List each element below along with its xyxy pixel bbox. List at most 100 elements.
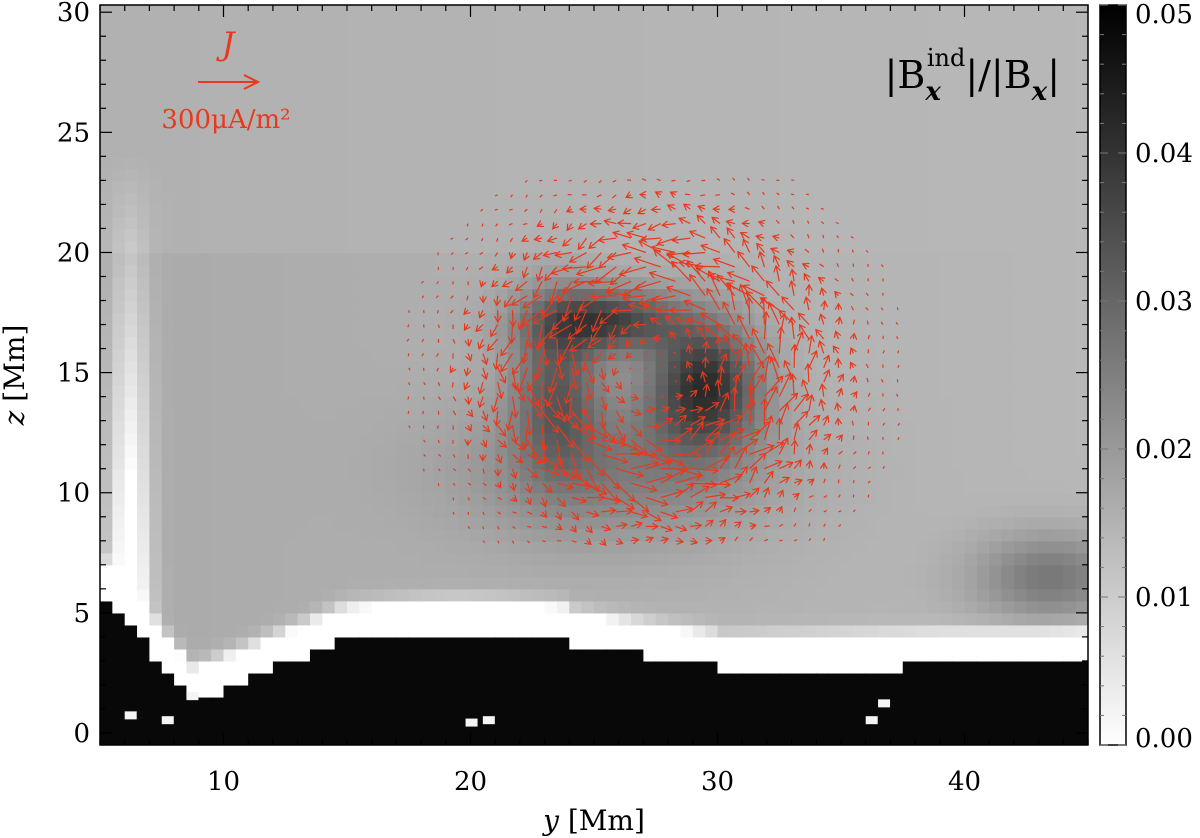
heatmap-cell xyxy=(149,588,163,602)
heatmap-cell xyxy=(112,708,126,722)
heatmap-cell xyxy=(927,144,941,157)
heatmap-cell xyxy=(1001,420,1015,434)
heatmap-cell xyxy=(705,528,719,542)
heatmap-cell xyxy=(803,732,817,745)
heatmap-cell xyxy=(1013,648,1027,662)
heatmap-cell xyxy=(1001,564,1015,578)
heatmap-cell xyxy=(174,60,188,73)
heatmap-cell xyxy=(1026,432,1040,446)
heatmap-cell xyxy=(890,576,904,590)
heatmap-cell xyxy=(211,216,225,230)
heatmap-cell xyxy=(161,636,175,650)
heatmap-cell xyxy=(347,492,360,506)
heatmap-cell xyxy=(149,156,163,169)
heatmap-cell xyxy=(1063,264,1077,278)
heatmap-cell xyxy=(137,240,150,254)
heatmap-cell xyxy=(384,180,397,193)
heatmap-cell xyxy=(643,660,657,674)
heatmap-cell xyxy=(186,420,200,434)
heatmap-cell xyxy=(717,708,731,722)
heatmap-cell xyxy=(1001,156,1015,169)
heatmap-cell xyxy=(482,108,496,121)
heatmap-cell xyxy=(1001,444,1015,458)
heatmap-cell xyxy=(754,120,768,133)
heatmap-cell xyxy=(235,372,249,386)
heatmap-cell xyxy=(1026,36,1040,49)
heatmap-cell xyxy=(198,480,212,494)
heatmap-cell xyxy=(137,192,150,206)
heatmap-cell xyxy=(643,564,657,578)
heatmap-cell xyxy=(124,5,138,13)
heatmap-cell xyxy=(890,72,904,85)
heatmap-cell xyxy=(408,588,422,602)
heatmap-cell xyxy=(878,216,891,230)
heatmap-cell xyxy=(445,456,459,470)
heatmap-cell xyxy=(668,348,682,362)
heatmap-cell xyxy=(1001,456,1015,470)
heatmap-cell xyxy=(1075,576,1088,590)
heatmap-cell xyxy=(890,264,904,278)
heatmap-cell xyxy=(223,216,237,230)
heatmap-cell xyxy=(890,420,904,434)
heatmap-cell xyxy=(964,288,978,302)
heatmap-cell xyxy=(334,444,348,458)
heatmap-cell xyxy=(260,132,274,145)
heatmap-cell xyxy=(272,180,286,193)
heatmap-cell xyxy=(976,144,990,157)
heatmap-cell xyxy=(347,108,360,121)
heatmap-cell xyxy=(631,672,644,686)
heatmap-cell xyxy=(1063,252,1077,266)
heatmap-cell xyxy=(1013,288,1027,302)
heatmap-cell xyxy=(309,36,323,49)
heatmap-cell xyxy=(470,552,484,566)
heatmap-cell xyxy=(507,324,521,338)
heatmap-cell xyxy=(198,660,212,674)
heatmap-cell xyxy=(272,564,286,578)
heatmap-cell xyxy=(581,288,595,302)
heatmap-cell xyxy=(569,516,583,530)
heatmap-cell xyxy=(569,24,583,37)
heatmap-cell xyxy=(371,168,385,181)
heatmap-cell xyxy=(668,168,682,181)
heatmap-cell xyxy=(952,48,966,61)
heatmap-cell xyxy=(668,588,682,602)
heatmap-cell xyxy=(371,312,385,326)
heatmap-cell xyxy=(112,660,126,674)
heatmap-cell xyxy=(396,480,410,494)
heatmap-cell xyxy=(927,696,941,710)
heatmap-cell xyxy=(198,192,212,206)
heatmap-cell xyxy=(1063,72,1077,85)
heatmap-cell xyxy=(322,204,336,218)
heatmap-cell xyxy=(445,168,459,181)
heatmap-cell xyxy=(594,84,607,97)
heatmap-cell xyxy=(853,204,867,218)
heatmap-cell xyxy=(235,264,249,278)
heatmap-cell xyxy=(223,5,237,13)
heatmap-cell xyxy=(248,480,262,494)
heatmap-cell xyxy=(581,5,595,13)
heatmap-cell xyxy=(606,708,620,722)
heatmap-cell xyxy=(309,216,323,230)
heatmap-cell xyxy=(347,552,360,566)
heatmap-cell xyxy=(161,288,175,302)
heatmap-cell xyxy=(1050,96,1064,109)
heatmap-cell xyxy=(161,732,175,745)
heatmap-cell xyxy=(964,264,978,278)
heatmap-cell xyxy=(816,120,830,133)
heatmap-cell xyxy=(359,288,373,302)
heatmap-cell xyxy=(458,5,472,13)
heatmap-cell xyxy=(482,228,496,242)
heatmap-cell xyxy=(989,468,1003,482)
heatmap-cell xyxy=(124,24,138,37)
heatmap-cell xyxy=(766,96,780,109)
heatmap-cell xyxy=(235,420,249,434)
heatmap-cell xyxy=(976,684,990,698)
heatmap-cell xyxy=(1050,336,1064,350)
heatmap-cell xyxy=(309,144,323,157)
heatmap-cell xyxy=(680,144,694,157)
heatmap-cell xyxy=(841,5,854,13)
heatmap-cell xyxy=(272,408,286,422)
heatmap-cell xyxy=(359,192,373,206)
heatmap-cell xyxy=(149,168,163,181)
heatmap-cell xyxy=(1063,288,1077,302)
